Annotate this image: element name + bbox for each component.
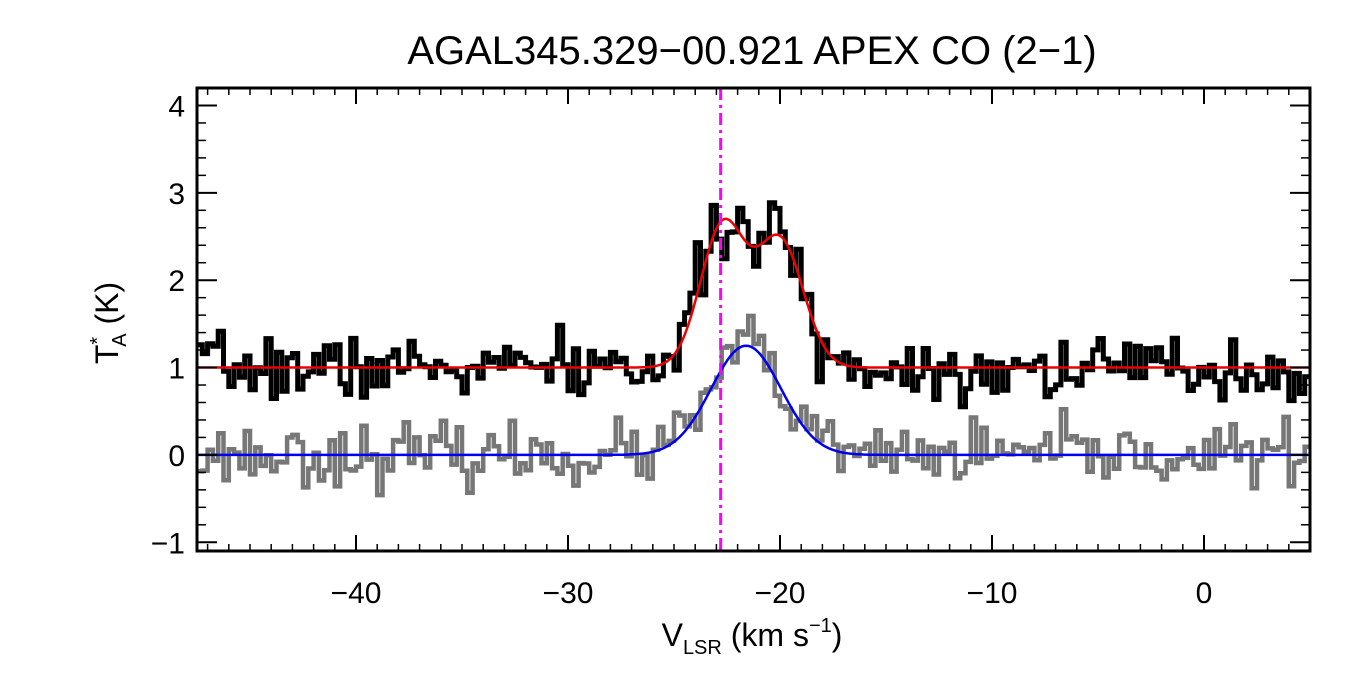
x-tick-label: −10 (967, 577, 1018, 610)
y-tick-label: −1 (151, 527, 185, 560)
y-tick-label: 4 (168, 90, 185, 123)
x-axis-label: VLSR (km s−1) (662, 615, 843, 659)
y-axis-label: T*A (K) (87, 282, 131, 364)
spectrum-step-line-black (197, 200, 1310, 410)
x-tick-label: −20 (755, 577, 806, 610)
x-tick-label: 0 (1196, 577, 1213, 610)
y-tick-label: 0 (168, 440, 185, 473)
gaussian-fit-blue-line (197, 344, 1310, 457)
y-tick-label: 2 (168, 265, 185, 298)
chart-title: AGAL345.329−00.921 APEX CO (2−1) (407, 29, 1096, 73)
y-tick-label: 3 (168, 178, 185, 211)
spectrum-step-line-gray (197, 313, 1310, 498)
plot-area (197, 88, 1310, 551)
x-tick-label: −30 (543, 577, 594, 610)
plot-frame (195, 86, 1312, 553)
gaussian-fit-red-line (197, 217, 1310, 369)
x-tick-label: −40 (331, 577, 382, 610)
y-tick-label: 1 (168, 353, 185, 386)
